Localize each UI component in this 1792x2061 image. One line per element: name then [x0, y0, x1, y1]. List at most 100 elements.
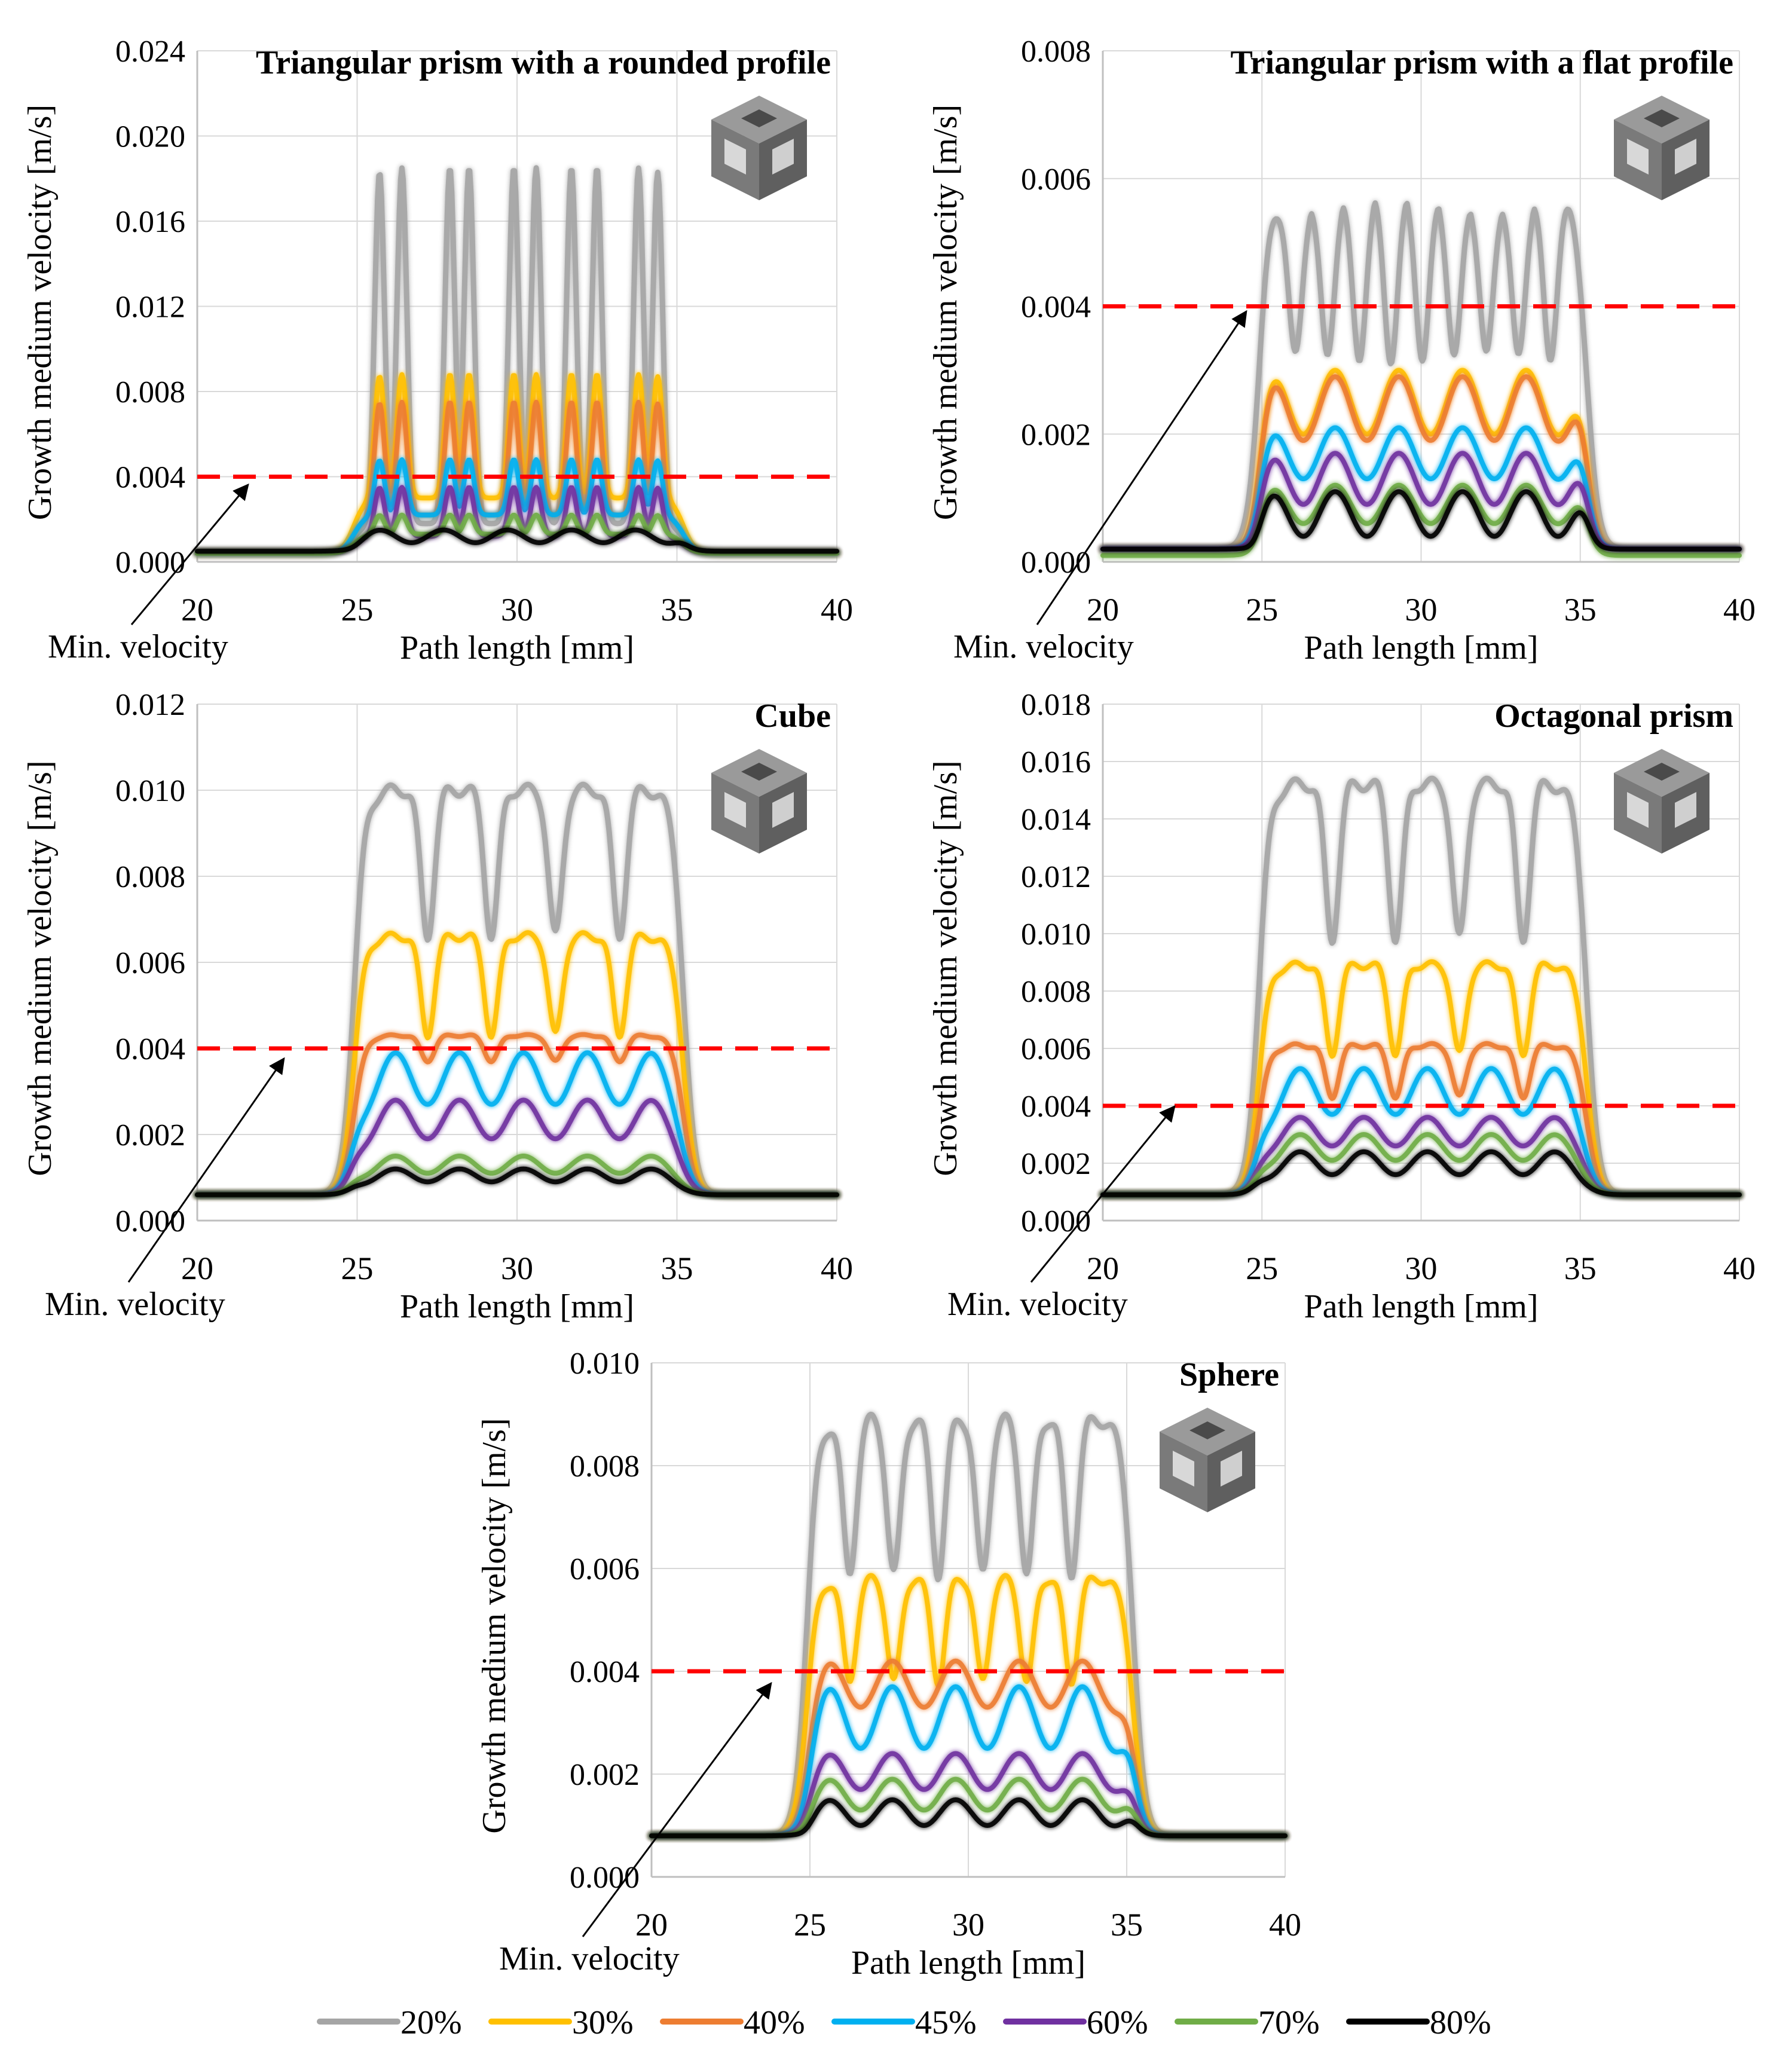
y-tick-label: 0.008	[570, 1450, 640, 1484]
x-tick-label: 40	[821, 592, 853, 628]
chart-title: Triangular prism with a flat profile	[1230, 44, 1733, 81]
chart-title: Triangular prism with a rounded profile	[256, 44, 831, 81]
x-tick-label: 35	[1111, 1907, 1143, 1943]
y-tick-label: 0.020	[115, 120, 185, 154]
x-tick-label: 25	[1246, 1250, 1278, 1286]
y-tick-label: 0.002	[570, 1758, 640, 1792]
x-tick-label: 40	[1723, 1250, 1756, 1286]
x-tick-label: 20	[181, 592, 213, 628]
cube-hole-right	[772, 139, 794, 175]
y-tick-label: 0.000	[570, 1861, 640, 1895]
x-tick-label: 25	[1246, 592, 1278, 628]
y-tick-label: 0.008	[1021, 35, 1091, 69]
cube-hole-left	[724, 792, 746, 828]
x-tick-label: 40	[1723, 592, 1756, 628]
y-tick-label: 0.000	[1021, 546, 1091, 580]
x-axis-title: Path length [mm]	[1304, 629, 1539, 666]
min-velocity-annotation: Min. velocity	[45, 1286, 225, 1323]
x-axis-title: Path length [mm]	[851, 1944, 1085, 1982]
y-tick-label: 0.016	[1021, 745, 1091, 779]
x-tick-label: 35	[1564, 1250, 1597, 1286]
x-tick-label: 40	[821, 1250, 853, 1286]
x-tick-label: 35	[661, 1250, 693, 1286]
x-tick-label: 30	[501, 1250, 533, 1286]
x-tick-label: 25	[341, 592, 374, 628]
cube-hole-top	[1644, 109, 1680, 127]
y-axis-title: Growth medium velocity [m/s]	[927, 105, 964, 520]
y-tick-label: 0.016	[115, 205, 185, 239]
x-tick-label: 30	[1405, 592, 1438, 628]
annotation-arrow	[1036, 310, 1247, 625]
annotation-arrow	[1030, 1105, 1176, 1283]
legend-label: 20%	[400, 2004, 462, 2041]
series-line-80pct	[1100, 1149, 1742, 1197]
cube-hole-left	[1173, 1451, 1194, 1487]
y-axis-title: Growth medium velocity [m/s]	[22, 760, 59, 1176]
min-velocity-annotation: Min. velocity	[499, 1940, 680, 1977]
chart-title: Cube	[754, 698, 831, 735]
y-tick-label: 0.012	[115, 688, 185, 722]
chart-panel: 0.000 0.002 0.004 0.006 0.008 0.010 20 25 30 35 40…	[476, 1347, 1301, 1982]
legend-label: 80%	[1430, 2004, 1491, 2041]
legend-label: 30%	[572, 2004, 634, 2041]
x-tick-label: 35	[661, 592, 693, 628]
y-tick-label: 0.010	[1021, 918, 1091, 952]
x-tick-label: 20	[1087, 1250, 1119, 1286]
x-tick-label: 30	[1405, 1250, 1438, 1286]
geometry-cube-icon	[711, 749, 807, 854]
x-axis-title: Path length [mm]	[400, 1288, 634, 1325]
series-line-80pct	[649, 1797, 1288, 1839]
y-axis-title: Growth medium velocity [m/s]	[476, 1418, 513, 1833]
cube-hole-left	[724, 139, 746, 175]
x-tick-label: 40	[1269, 1907, 1301, 1943]
cube-hole-top	[741, 109, 777, 127]
geometry-cube-icon	[1614, 96, 1710, 200]
chart-panel: 0.000 0.002 0.004 0.006 0.008 20 25 30 35 40 Path …	[927, 35, 1756, 666]
y-tick-label: 0.006	[115, 946, 185, 980]
y-tick-label: 0.006	[1021, 1032, 1091, 1066]
series-line-70pct	[1100, 482, 1742, 558]
y-tick-label: 0.006	[570, 1552, 640, 1586]
y-tick-label: 0.014	[1021, 803, 1091, 837]
y-tick-label: 0.006	[1021, 163, 1091, 197]
chart-panel: 0.000 0.002 0.004 0.006 0.008 0.010 0.012 0.014…	[927, 688, 1756, 1325]
x-tick-label: 20	[635, 1907, 668, 1943]
x-tick-label: 30	[501, 592, 533, 628]
min-velocity-annotation: Min. velocity	[953, 628, 1134, 665]
geometry-cube-icon	[711, 96, 807, 200]
min-velocity-annotation: Min. velocity	[48, 628, 228, 665]
x-axis-title: Path length [mm]	[400, 629, 634, 666]
y-tick-label: 0.004	[115, 1032, 185, 1066]
y-tick-label: 0.004	[570, 1655, 640, 1689]
legend-label: 60%	[1087, 2004, 1148, 2041]
y-tick-label: 0.010	[115, 774, 185, 808]
legend-label: 70%	[1258, 2004, 1320, 2041]
y-tick-label: 0.018	[1021, 688, 1091, 722]
x-tick-label: 35	[1564, 592, 1597, 628]
x-axis-title: Path length [mm]	[1304, 1288, 1539, 1325]
y-tick-label: 0.010	[570, 1347, 640, 1381]
y-tick-label: 0.024	[115, 35, 185, 69]
y-axis-title: Growth medium velocity [m/s]	[927, 760, 964, 1176]
legend: 20% 30% 40% 45% 60% 70% 80%	[317, 2004, 1491, 2041]
x-tick-label: 20	[181, 1250, 213, 1286]
chart-title: Octagonal prism	[1494, 698, 1733, 735]
cube-hole-top	[1644, 763, 1680, 781]
chart-panel: 0.000 0.004 0.008 0.012 0.016 0.020 0.024 20 25 3…	[22, 35, 853, 666]
series-line-80pct	[195, 1166, 839, 1197]
geometry-cube-icon	[1614, 749, 1710, 854]
cube-hole-left	[1627, 792, 1649, 828]
legend-label: 45%	[915, 2004, 977, 2041]
y-tick-label: 0.000	[1021, 1204, 1091, 1239]
y-tick-label: 0.000	[115, 1204, 185, 1239]
y-tick-label: 0.008	[115, 860, 185, 894]
cube-hole-right	[1221, 1451, 1242, 1487]
y-tick-label: 0.002	[1021, 418, 1091, 452]
x-tick-label: 25	[341, 1250, 374, 1286]
y-tick-label: 0.002	[1021, 1147, 1091, 1181]
chart-title: Sphere	[1179, 1356, 1279, 1393]
annotation-arrow	[130, 483, 249, 625]
cube-hole-right	[772, 792, 794, 828]
x-tick-label: 30	[952, 1907, 984, 1943]
